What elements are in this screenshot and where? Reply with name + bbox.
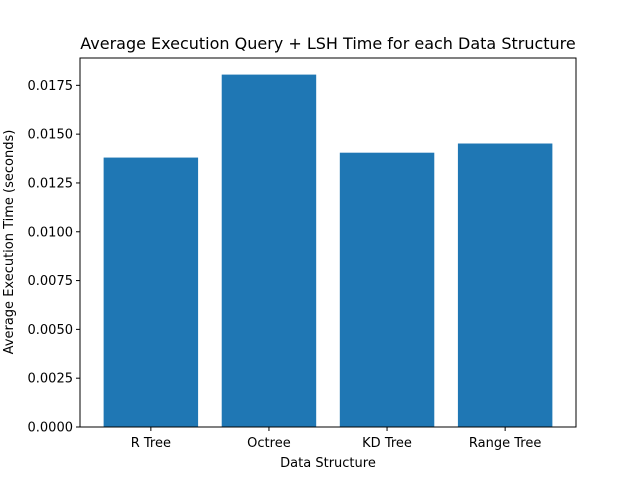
x-tick-label: KD Tree	[362, 436, 412, 451]
bar-range-tree	[457, 143, 553, 427]
bar-kd-tree	[339, 152, 435, 427]
y-tick-label: 0.0025	[28, 372, 74, 387]
y-tick-label: 0.0050	[28, 323, 74, 338]
y-tick-label: 0.0000	[28, 421, 74, 436]
x-axis-label: Data Structure	[280, 456, 376, 471]
x-tick-label: Octree	[247, 436, 291, 451]
axes-frame	[79, 57, 577, 428]
x-tick-label: R Tree	[131, 436, 171, 451]
y-axis-label: Average Execution Time (seconds)	[2, 130, 17, 355]
y-tick-label: 0.0075	[28, 274, 74, 289]
x-tick-label: Range Tree	[469, 436, 541, 451]
y-tick-label: 0.0150	[28, 128, 74, 143]
y-tick-label: 0.0100	[28, 225, 74, 240]
y-tick-label: 0.0125	[28, 176, 74, 191]
y-tick-label: 0.0175	[28, 79, 74, 94]
chart-title: Average Execution Query + LSH Time for e…	[80, 34, 576, 53]
bar-octree	[221, 74, 317, 427]
plot-area: R Tree Octree KD Tree Range Tree 0.0000 0.002…	[28, 57, 577, 451]
bar-r-tree	[103, 157, 199, 428]
